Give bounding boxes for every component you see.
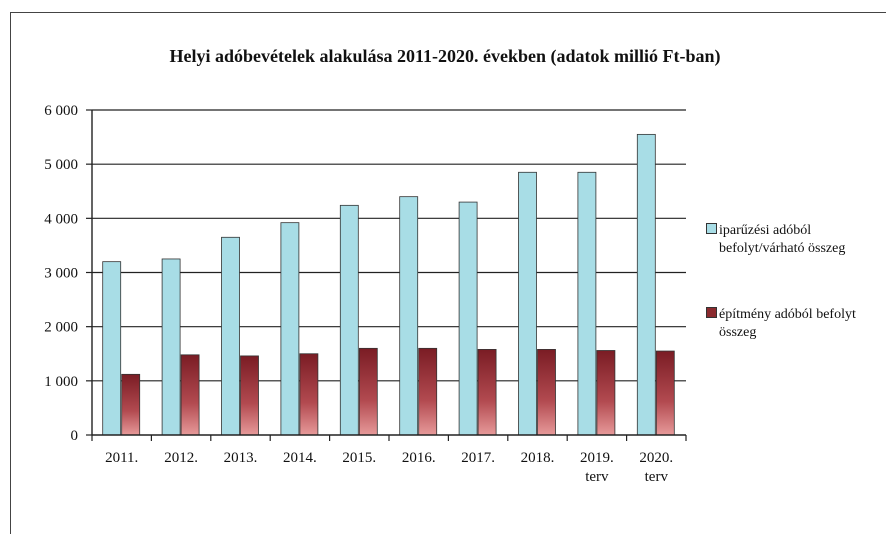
bar-series-1	[458, 201, 478, 436]
bar-series-2	[655, 350, 675, 436]
legend-swatch-series-1	[706, 223, 717, 234]
bar-series-2	[418, 347, 438, 436]
legend-item-series-2: építmény adóból befolyt összeg	[706, 306, 879, 342]
y-tick-label: 0	[71, 428, 79, 444]
legend-label-series-1: iparűzési adóból befolyt/várható összeg	[719, 223, 846, 256]
bar-series-2	[477, 349, 497, 436]
y-tick-label: 4 000	[44, 211, 78, 227]
x-tick-label: 2013.	[224, 450, 258, 466]
bar-series-2	[240, 355, 259, 436]
bar-series-1	[399, 196, 419, 436]
bar-series-2	[121, 373, 141, 436]
x-tick-label: 2018.	[521, 450, 555, 466]
legend-item-series-1: iparűzési adóból befolyt/várható összeg	[706, 222, 869, 258]
bar-series-2	[180, 354, 200, 436]
x-tick-label: 2020. terv	[639, 450, 673, 485]
bar-series-1	[280, 222, 300, 436]
legend-swatch-series-2	[706, 307, 717, 318]
x-tick-label: 2017.	[461, 450, 495, 466]
y-tick-label: 5 000	[44, 157, 78, 173]
bar-series-1	[339, 204, 359, 436]
bar-series-2	[358, 347, 378, 436]
x-tick-label: 2019. terv	[580, 450, 614, 485]
bar-series-1	[102, 261, 122, 436]
bar-series-1	[636, 133, 656, 436]
y-tick-label: 3 000	[44, 266, 78, 282]
bar-series-1	[161, 258, 181, 436]
chart-frame	[10, 12, 886, 534]
bar-series-2	[596, 350, 616, 436]
x-tick-label: 2012.	[164, 450, 198, 466]
bar-series-2	[537, 349, 556, 436]
x-tick-label: 2016.	[402, 450, 436, 466]
y-tick-label: 1 000	[44, 374, 78, 390]
x-tick-label: 2011.	[105, 450, 138, 466]
chart-title: Helyi adóbevételek alakulása 2011-2020. …	[169, 46, 721, 66]
bar-series-2	[299, 353, 319, 436]
y-tick-label: 6 000	[44, 103, 78, 119]
bar-series-1	[518, 171, 537, 436]
bar-series-1	[577, 171, 597, 436]
x-tick-label: 2015.	[342, 450, 376, 466]
legend-label-series-2: építmény adóból befolyt összeg	[719, 307, 856, 340]
y-tick-label: 2 000	[44, 320, 78, 336]
x-tick-label: 2014.	[283, 450, 317, 466]
bar-series-1	[221, 236, 240, 436]
